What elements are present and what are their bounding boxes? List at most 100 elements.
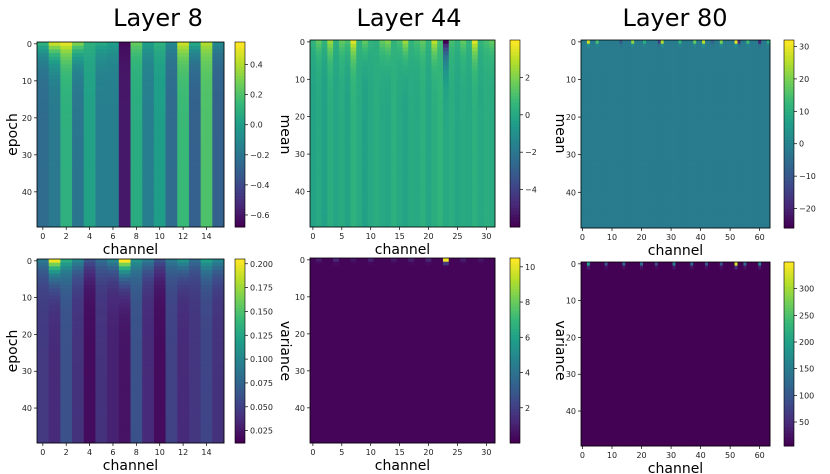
heatmap-cell	[622, 62, 626, 67]
heatmap-cell	[648, 160, 653, 165]
heatmap-cell	[761, 156, 765, 161]
heatmap-cell	[333, 47, 340, 52]
heatmap-cell	[625, 55, 629, 60]
heatmap-cell	[628, 145, 632, 150]
heatmap-cell	[118, 119, 131, 124]
heatmap-cell	[60, 138, 73, 143]
heatmap-cell	[631, 73, 635, 78]
heatmap-cell	[640, 51, 644, 56]
heatmap-cell	[631, 43, 635, 48]
heatmap-cell	[130, 82, 143, 87]
heatmap-cell	[107, 145, 120, 150]
heatmap-cell	[710, 149, 715, 154]
heatmap-cell	[408, 189, 415, 194]
heatmap-cell	[583, 55, 588, 60]
heatmap-cell	[448, 215, 455, 220]
heatmap-cell	[731, 167, 735, 172]
heatmap-cell	[722, 51, 727, 56]
heatmap-cell	[385, 103, 392, 108]
heatmap-cell	[414, 174, 421, 179]
heatmap-cell	[764, 141, 768, 146]
heatmap-cell	[153, 175, 166, 180]
heatmap-cell	[643, 81, 647, 86]
heatmap-cell	[690, 160, 694, 165]
heatmap-cell	[212, 60, 225, 65]
heatmap-cell	[678, 73, 682, 78]
heatmap-cell	[477, 189, 484, 194]
heatmap-cell	[634, 88, 638, 94]
heatmap-cell	[454, 163, 461, 168]
heatmap-cell	[737, 156, 741, 161]
heatmap-cell	[672, 141, 676, 146]
heatmap-cell	[684, 126, 688, 131]
heatmap-cell	[743, 115, 747, 120]
heatmap-cell	[448, 137, 455, 142]
heatmap-cell	[200, 101, 213, 106]
heatmap-cell	[200, 153, 213, 158]
heatmap-cell	[761, 145, 765, 150]
heatmap-cell	[448, 197, 455, 202]
heatmap-cell	[640, 73, 644, 78]
heatmap-cell	[72, 71, 85, 76]
heatmap-cell	[385, 215, 392, 220]
heatmap-cell	[625, 47, 629, 52]
heatmap-cell	[60, 190, 73, 195]
heatmap-cell	[640, 55, 644, 60]
heatmap-cell	[72, 201, 85, 206]
heatmap-cell	[367, 170, 374, 176]
heatmap-cell	[767, 115, 771, 120]
heatmap-cell	[373, 54, 380, 60]
heatmap-cell	[690, 141, 694, 146]
heatmap-cell	[634, 134, 638, 139]
heatmap-cell	[471, 43, 479, 48]
heatmap-cell	[672, 96, 676, 101]
heatmap-cell	[362, 178, 369, 183]
heatmap-cell	[390, 144, 398, 149]
heatmap-cell	[321, 140, 328, 146]
heatmap-cell	[687, 73, 691, 78]
heatmap-cell	[669, 107, 673, 112]
heatmap-cell	[431, 114, 438, 119]
heatmap-cell	[690, 167, 694, 172]
heatmap-cell	[362, 159, 369, 164]
heatmap-cell	[586, 126, 591, 131]
heatmap-cell	[454, 40, 461, 45]
heatmap-cell	[755, 62, 759, 67]
heatmap-cell	[37, 138, 50, 143]
y-tick-label: 0	[27, 40, 32, 49]
heatmap-cell	[350, 182, 357, 187]
heatmap-cell	[165, 156, 178, 161]
colorbar-tick-label: 0.0	[250, 121, 263, 130]
heatmap-cell	[315, 193, 322, 198]
heatmap-cell	[327, 129, 334, 134]
heatmap-cell	[177, 197, 190, 202]
heatmap-cell	[657, 43, 662, 48]
heatmap-cell	[396, 66, 403, 71]
heatmap-cell	[454, 54, 461, 60]
heatmap-cell	[414, 40, 421, 45]
heatmap-cell	[648, 96, 653, 101]
colorbar-segment	[235, 146, 245, 151]
heatmap-cell	[344, 129, 351, 134]
heatmap-cell	[702, 43, 706, 48]
heatmap-cell	[707, 51, 712, 56]
heatmap-cell	[705, 62, 709, 67]
heatmap-cell	[408, 219, 415, 224]
heatmap-cell	[442, 212, 450, 217]
heatmap-cell	[60, 134, 73, 139]
heatmap-cell	[408, 182, 415, 187]
heatmap-cell	[631, 111, 635, 116]
heatmap-cell	[402, 208, 409, 213]
heatmap-cell	[310, 84, 317, 90]
heatmap-cell	[713, 149, 718, 154]
colorbar-segment	[235, 79, 245, 83]
heatmap-cell	[699, 55, 703, 60]
heatmap-cell	[595, 115, 600, 120]
heatmap-cell	[592, 73, 597, 78]
heatmap-cell	[722, 118, 727, 124]
heatmap-cell	[177, 53, 190, 58]
heatmap-cell	[130, 171, 143, 176]
heatmap-cell	[725, 141, 730, 146]
heatmap-cell	[607, 43, 611, 48]
heatmap-cell	[379, 88, 386, 93]
